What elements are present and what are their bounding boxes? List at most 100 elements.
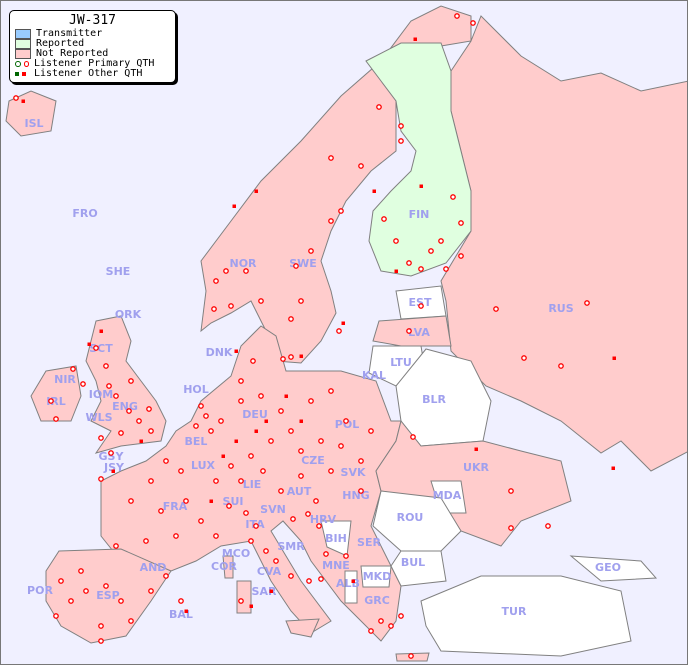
listener-primary-qth-marker (508, 488, 514, 494)
listener-other-qth-marker (221, 454, 225, 458)
listener-primary-qth-marker (268, 438, 274, 444)
listener-primary-qth-marker (288, 428, 294, 434)
listener-primary-qth-marker (470, 20, 476, 26)
listener-primary-qth-marker (358, 458, 364, 464)
country-label-geo: GEO (595, 561, 621, 574)
legend-reported: Reported (10, 39, 175, 49)
country-label-pol: POL (335, 418, 359, 431)
legend-primary-qth: Listener Primary QTH (10, 59, 175, 69)
country-label-bal: BAL (169, 608, 193, 621)
country-label-hng: HNG (342, 489, 369, 502)
legend-transmitter: Transmitter (10, 29, 175, 39)
listener-primary-qth-marker (358, 163, 364, 169)
listener-primary-qth-marker (381, 216, 387, 222)
listener-other-qth-marker (139, 439, 143, 443)
listener-other-qth-marker (234, 349, 238, 353)
listener-primary-qth-marker (83, 588, 89, 594)
legend-label: Reported (36, 38, 85, 49)
listener-primary-qth-marker (545, 523, 551, 529)
listener-other-qth-marker (351, 579, 355, 583)
listener-other-qth-marker (413, 37, 417, 41)
listener-primary-qth-marker (68, 598, 74, 604)
listener-primary-qth-marker (146, 406, 152, 412)
country-label-cva: CVA (257, 565, 282, 578)
listener-other-qth-marker (394, 269, 398, 273)
listener-primary-qth-marker (228, 463, 234, 469)
listener-other-qth-marker (269, 589, 273, 593)
country-label-hrv: HRV (310, 513, 337, 526)
bulgaria-region (390, 550, 447, 587)
listener-other-qth-marker (209, 499, 213, 503)
country-label-esp: ESP (96, 589, 120, 602)
country-label-dnk: DNK (206, 346, 233, 359)
country-label-sar: SAR (252, 585, 277, 598)
georgia-region (569, 555, 658, 582)
country-label-svn: SVN (260, 503, 286, 516)
reported-swatch (15, 39, 31, 49)
listener-other-qth-marker (372, 189, 376, 193)
listener-primary-qth-marker (260, 468, 266, 474)
country-label-rus: RUS (548, 302, 573, 315)
listener-other-qth-marker (249, 604, 253, 608)
listener-other-qth-marker (184, 609, 188, 613)
ireland-region (30, 365, 82, 422)
country-label-iom: IOM (89, 388, 113, 401)
listener-primary-qth-marker (126, 408, 132, 414)
country-label-lva: LVA (408, 326, 430, 339)
listener-primary-qth-marker (290, 516, 296, 522)
listener-primary-qth-marker (558, 363, 564, 369)
listener-primary-qth-marker (316, 523, 322, 529)
listener-primary-qth-marker (143, 538, 149, 544)
listener-primary-qth-marker (70, 366, 76, 372)
listener-primary-qth-marker (178, 468, 184, 474)
country-label-swe: SWE (289, 257, 317, 270)
listener-other-qth-marker (232, 204, 236, 208)
listener-primary-qth-marker (58, 578, 64, 584)
listener-primary-qth-marker (305, 511, 311, 517)
legend-not-reported: Not Reported (10, 49, 175, 59)
listener-primary-qth-marker (298, 298, 304, 304)
listener-primary-qth-marker (118, 598, 124, 604)
listener-other-qth-marker (299, 354, 303, 358)
country-label-smr: SMR (277, 540, 305, 553)
listener-primary-qth-marker (108, 450, 114, 456)
country-label-fro: FRO (72, 207, 97, 220)
listener-primary-qth-marker (298, 473, 304, 479)
not-reported-swatch (15, 49, 31, 59)
listener-primary-qth-marker (148, 428, 154, 434)
listener-other-qth-marker (474, 447, 478, 451)
country-label-lux: LUX (191, 459, 216, 472)
listener-other-qth-marker (612, 356, 616, 360)
listener-primary-qth-marker (223, 268, 229, 274)
country-label-wls: WLS (85, 411, 112, 424)
legend-other-qth: Listener Other QTH (10, 69, 175, 79)
country-label-eng: ENG (112, 400, 138, 413)
corsica-region (222, 555, 234, 579)
other-qth-marker-icon (15, 72, 29, 76)
listener-primary-qth-marker (98, 476, 104, 482)
listener-other-qth-marker (341, 321, 345, 325)
listener-primary-qth-marker (328, 218, 334, 224)
legend-label: Not Reported (36, 48, 109, 59)
listener-primary-qth-marker (218, 418, 224, 424)
listener-primary-qth-marker (454, 13, 460, 19)
listener-primary-qth-marker (584, 300, 590, 306)
listener-primary-qth-marker (358, 488, 364, 494)
listener-primary-qth-marker (136, 418, 142, 424)
country-label-por: POR (27, 584, 53, 597)
country-label-bel: BEL (185, 435, 208, 448)
listener-primary-qth-marker (406, 328, 412, 334)
listener-primary-qth-marker (493, 306, 499, 312)
country-label-ukr: UKR (463, 461, 489, 474)
listener-primary-qth-marker (163, 458, 169, 464)
listener-primary-qth-marker (328, 388, 334, 394)
listener-primary-qth-marker (288, 573, 294, 579)
country-label-cze: CZE (301, 454, 325, 467)
listener-primary-qth-marker (306, 578, 312, 584)
listener-primary-qth-marker (53, 416, 59, 422)
primary-qth-marker-icon (15, 61, 29, 67)
country-label-cor: COR (211, 560, 237, 573)
listener-primary-qth-marker (318, 576, 324, 582)
listener-other-qth-marker (264, 419, 268, 423)
